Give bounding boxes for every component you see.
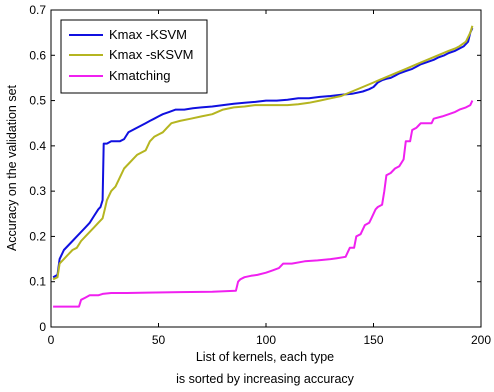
x-axis-label-line-1: List of kernels, each type [196, 350, 334, 364]
y-tick-label: 0.5 [29, 94, 46, 108]
x-tick-label: 0 [48, 333, 55, 347]
y-tick-label: 0 [39, 320, 46, 334]
y-tick-label: 0.1 [29, 275, 46, 289]
series-line-kmax-ksvm [52, 27, 474, 279]
plot-frame [50, 9, 482, 328]
y-tick-label: 0.4 [29, 139, 46, 153]
y-tick-label: 0.3 [29, 184, 46, 198]
legend-box [60, 19, 208, 94]
ticks-layer: 0 50 100 150 200 0 0.1 0.2 0.3 0.4 0.5 0.6 0.7 [29, 3, 491, 347]
legend: Kmax -KSVM Kmax -sKSVM Kmatching [60, 19, 208, 94]
y-axis-label: Accuracy on the validation set [5, 84, 19, 251]
series-line-kmax-sksvm [52, 25, 474, 281]
series-layer [52, 25, 474, 308]
y-tick-label: 0.2 [29, 229, 46, 243]
x-tick-label: 200 [471, 333, 491, 347]
legend-label-kmatching: Kmatching [109, 68, 170, 83]
x-axis-label-line-2: is sorted by increasing accuracy [176, 372, 355, 386]
legend-label-kmax-sksvm: Kmax -sKSVM [109, 47, 194, 62]
legend-label-kmax-ksvm: Kmax -KSVM [109, 27, 187, 42]
series-line-kmatching [53, 100, 474, 308]
y-tick-label: 0.6 [29, 48, 46, 62]
x-tick-label: 100 [256, 333, 276, 347]
x-tick-label: 150 [363, 333, 383, 347]
y-tick-label: 0.7 [29, 3, 46, 17]
x-tick-label: 50 [152, 333, 166, 347]
